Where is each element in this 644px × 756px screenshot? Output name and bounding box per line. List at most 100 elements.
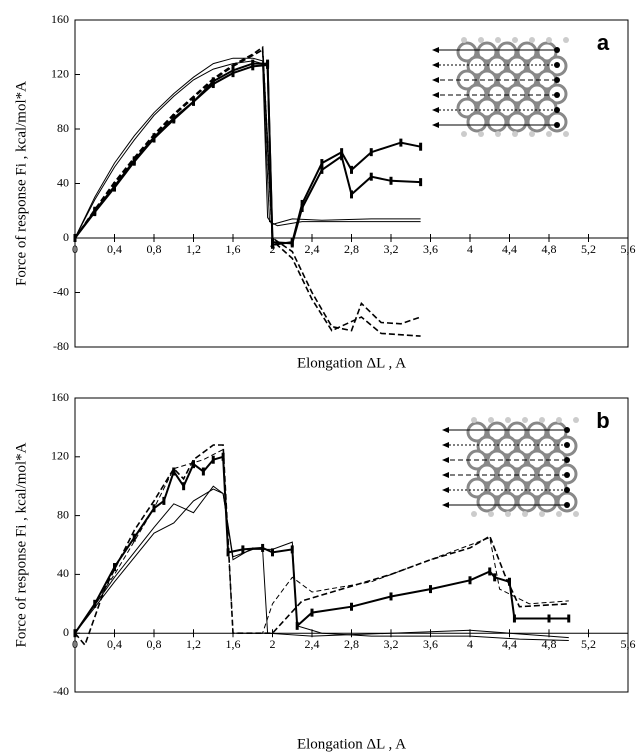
arrow-head: [442, 442, 449, 448]
series-line: [74, 57, 421, 239]
atom-ring: [496, 491, 518, 513]
point-marker: [231, 69, 235, 78]
y-tick-label: 0: [63, 625, 69, 639]
end-atom: [564, 457, 570, 463]
arrow-head: [442, 457, 449, 463]
y-tick-label: 80: [57, 121, 69, 135]
hydrogen: [529, 131, 535, 137]
arrow-head: [432, 62, 439, 68]
atom-ring: [456, 41, 478, 63]
point-marker: [182, 482, 186, 491]
x-tick-label: 2,4: [305, 637, 320, 651]
arrow-head: [432, 122, 439, 128]
arrow-head: [432, 107, 439, 113]
atom-ring: [486, 477, 508, 499]
x-tick-label: 4: [467, 242, 473, 256]
y-tick-label: -40: [53, 684, 69, 698]
point-marker: [369, 172, 373, 181]
point-marker: [350, 165, 353, 174]
atom-ring: [526, 477, 548, 499]
y-axis-label: Force of response Fi , kcal/mol*A: [13, 442, 29, 647]
end-atom: [554, 107, 560, 113]
point-marker: [271, 238, 274, 247]
hydrogen: [495, 131, 501, 137]
series-line: [74, 48, 421, 332]
point-marker: [567, 614, 571, 623]
series-line: [74, 444, 569, 647]
atom-ring: [536, 463, 558, 485]
atom-ring: [466, 55, 488, 77]
arrow-head: [442, 427, 449, 433]
point-marker: [369, 148, 373, 157]
hydrogen: [522, 417, 528, 423]
plot-frame: [74, 397, 629, 693]
x-tick-label: 5,2: [581, 242, 596, 256]
hydrogen: [505, 417, 511, 423]
y-tick-label: 80: [57, 507, 69, 521]
point-marker: [266, 60, 270, 69]
atom-ring: [526, 421, 548, 443]
point-marker: [211, 455, 215, 464]
y-tick-label: 160: [51, 390, 69, 404]
atom-ring: [516, 463, 538, 485]
atom-ring: [486, 83, 508, 105]
point-marker: [201, 467, 205, 476]
y-axis-label: Force of response Fi , kcal/mol*A: [13, 81, 29, 286]
point-marker: [488, 567, 492, 576]
series-line: [74, 485, 569, 639]
point-marker: [399, 138, 403, 147]
atom-ring: [456, 97, 478, 119]
atom-ring: [506, 421, 528, 443]
series-line: [74, 448, 569, 634]
x-tick-label: 0: [72, 242, 78, 256]
point-marker: [132, 533, 136, 542]
hydrogen: [573, 417, 579, 423]
molecule-inset: [442, 417, 579, 517]
x-tick-label: 3,6: [423, 242, 438, 256]
hydrogen: [546, 131, 552, 137]
x-tick-label: 2,8: [344, 637, 359, 651]
end-atom: [554, 62, 560, 68]
end-atom: [554, 47, 560, 53]
end-atom: [564, 472, 570, 478]
point-marker: [389, 176, 393, 185]
point-marker: [172, 115, 176, 124]
arrow-head: [432, 77, 439, 83]
point-marker: [350, 190, 353, 199]
x-tick-label: 0,8: [147, 242, 162, 256]
point-marker: [300, 199, 304, 208]
atom-ring: [466, 421, 488, 443]
point-marker: [340, 148, 344, 157]
atom-ring: [516, 97, 538, 119]
molecule-inset: [432, 37, 569, 137]
atom-ring: [496, 41, 518, 63]
point-marker: [172, 467, 176, 476]
hydrogen: [556, 511, 562, 517]
atom-ring: [526, 111, 548, 133]
hydrogen: [556, 417, 562, 423]
point-marker: [389, 592, 393, 601]
x-tick-label: 4,4: [502, 637, 517, 651]
y-tick-label: 40: [57, 175, 69, 189]
x-tick-label: 3,6: [423, 637, 438, 651]
atom-ring: [466, 83, 488, 105]
atom-ring: [486, 111, 508, 133]
atom-ring: [486, 421, 508, 443]
x-tick-label: 5,6: [621, 637, 636, 651]
atom-ring: [506, 55, 528, 77]
point-marker: [429, 585, 432, 594]
x-tick-label: 0,8: [147, 637, 162, 651]
atom-ring: [476, 435, 498, 457]
point-marker: [271, 548, 274, 557]
atom-ring: [476, 491, 498, 513]
hydrogen: [529, 37, 535, 43]
atom-ring: [506, 111, 528, 133]
hydrogen: [461, 131, 467, 137]
arrow-head: [442, 487, 449, 493]
atom-ring: [536, 435, 558, 457]
x-tick-label: 1,2: [186, 637, 201, 651]
end-atom: [554, 92, 560, 98]
hydrogen: [539, 511, 545, 517]
end-atom: [554, 122, 560, 128]
